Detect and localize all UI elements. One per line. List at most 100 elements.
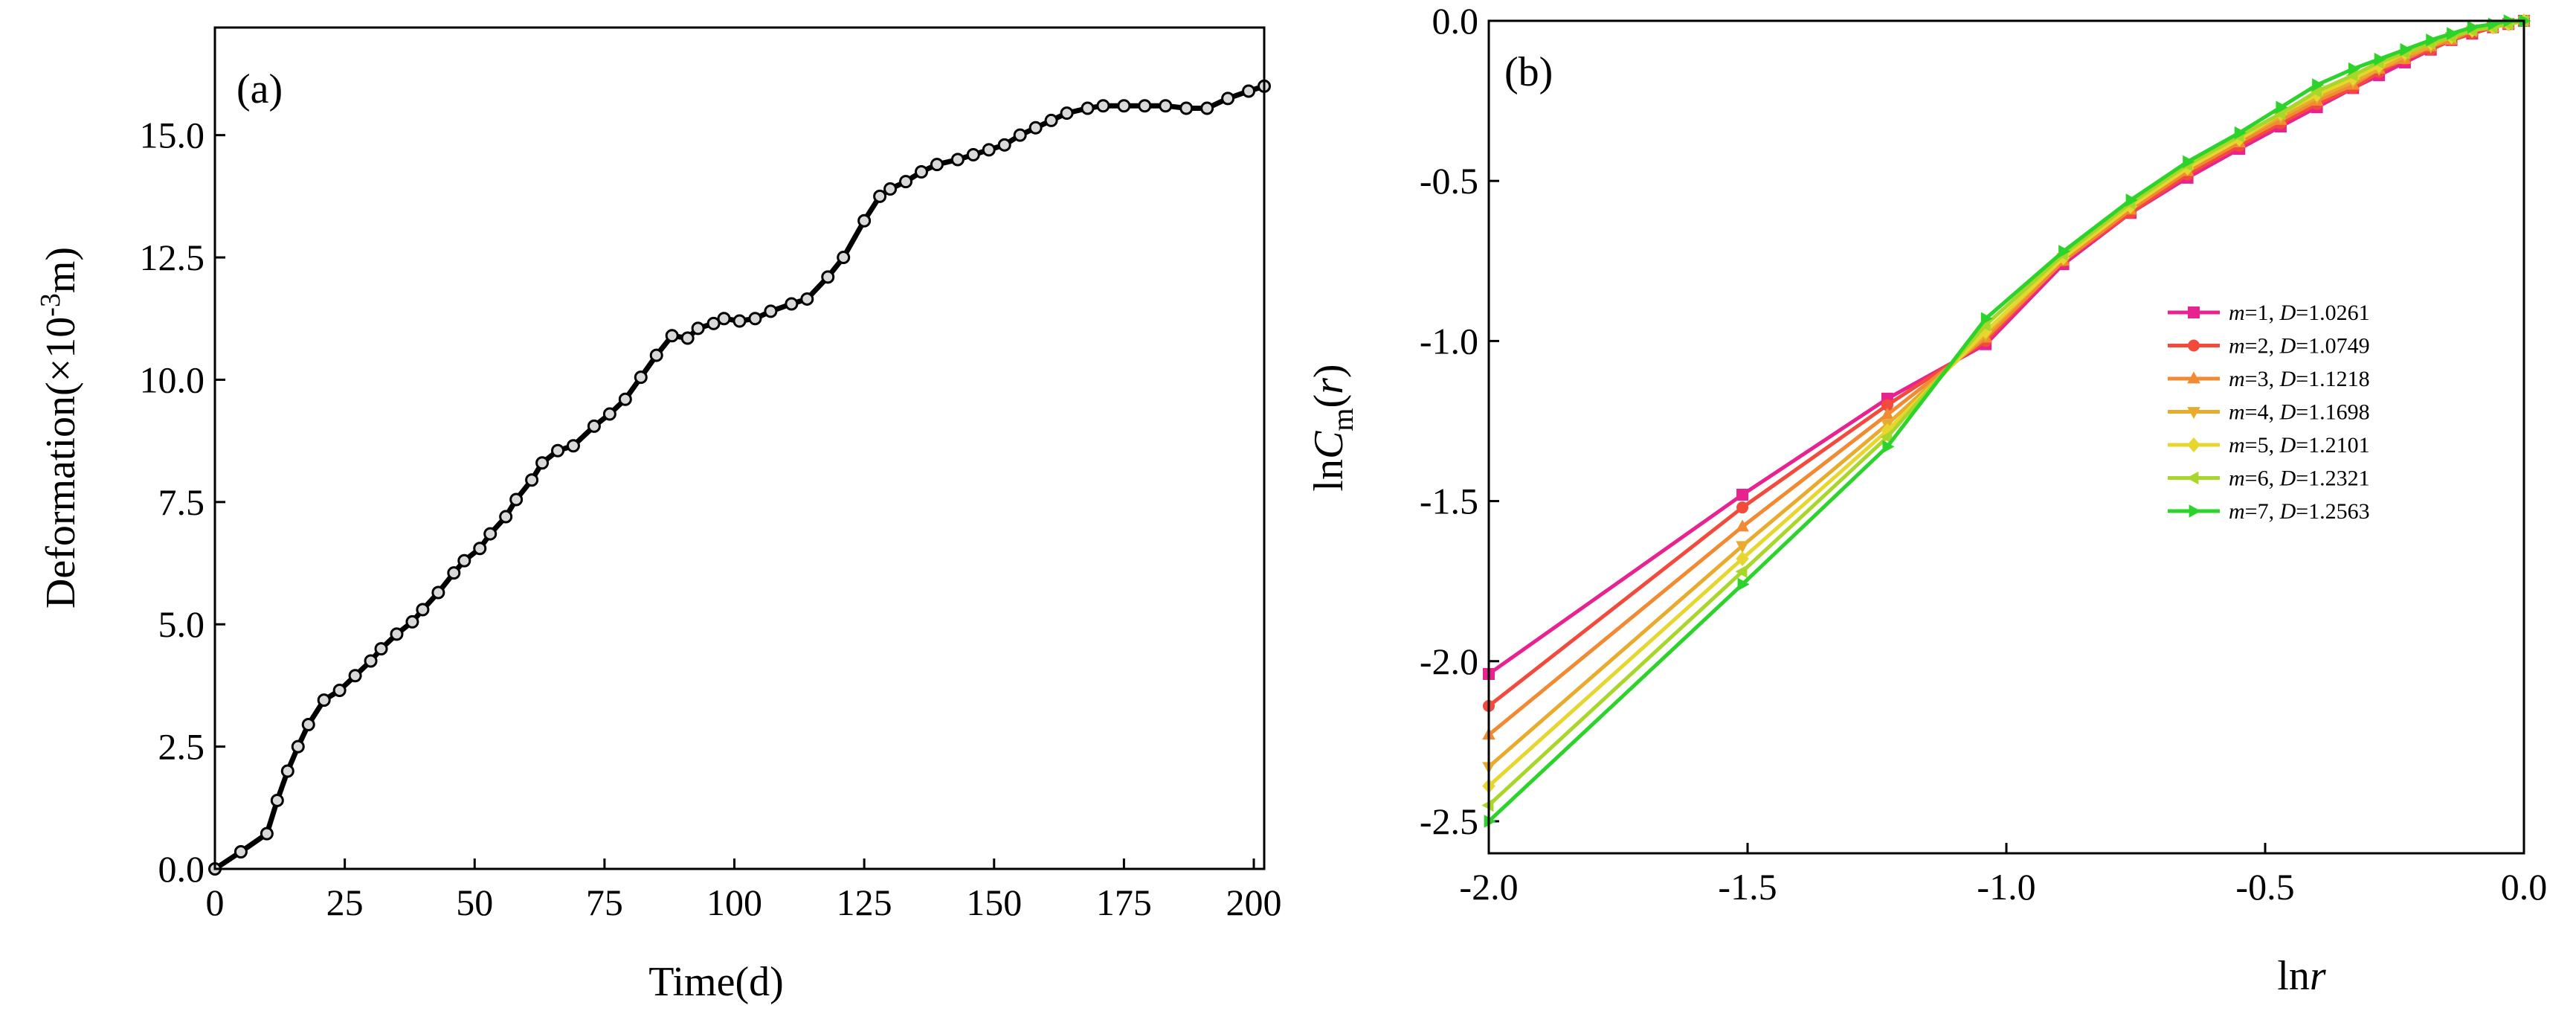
- panel-a-x-tick-label: 25: [326, 882, 364, 923]
- legend-label-d-symbol: D: [2279, 466, 2296, 491]
- panel-a-data-point: [1013, 128, 1027, 142]
- panel-a-data-point: [665, 329, 679, 343]
- panel-b-data-point: [2348, 62, 2360, 76]
- panel-b-x-tick-label: -1.5: [1718, 866, 1777, 908]
- panel-a-data-point: [1096, 99, 1110, 113]
- legend-swatch-marker: [2187, 437, 2200, 452]
- legend-label-d-symbol: D: [2279, 334, 2296, 359]
- panel-a-data-point: [1200, 101, 1214, 115]
- panel-b-y-axis-title-sub: m: [1326, 408, 1359, 431]
- panel-a-data-point: [649, 348, 663, 362]
- panel-a-data-point: [535, 456, 550, 470]
- panel-b-data-point: [1736, 501, 1749, 514]
- panel-b-y-axis-title-paren-open: (: [1306, 394, 1352, 408]
- panel-b-y-tick-label: -0.5: [1420, 160, 1478, 202]
- panel-b-data-point: [1736, 551, 1749, 567]
- panel-a-data-point: [883, 182, 898, 196]
- panel-b-y-axis-title-var: C: [1306, 431, 1352, 459]
- panel-a-data-point: [1060, 106, 1074, 121]
- panel-a-y-tick-label: 10.0: [140, 359, 205, 400]
- panel-b-data-point: [2273, 107, 2286, 121]
- panel-b-x-axis-title-var: r: [2310, 953, 2326, 999]
- panel-a-data-point: [950, 153, 965, 167]
- panel-a-data-point: [997, 138, 1011, 152]
- panel-a-data-point: [332, 683, 347, 697]
- panel-a-data-point: [857, 214, 872, 228]
- panel-b-data-point: [1736, 541, 1749, 553]
- legend-entry: m=4, D=1.1698: [2168, 400, 2370, 425]
- panel-b-data-point: [2426, 33, 2438, 47]
- panel-a-data-point: [525, 473, 539, 487]
- legend-entry: m=2, D=1.0749: [2168, 334, 2370, 359]
- panel-a-data-point: [930, 158, 944, 172]
- panel-a-data-point: [1081, 101, 1095, 115]
- panel-a-y-tick-label: 5.0: [158, 603, 205, 645]
- panel-a-data-point: [416, 603, 430, 617]
- panel-b-data-point: [2310, 84, 2322, 98]
- panel-a-x-tick-label: 50: [456, 882, 493, 923]
- legend-entry: m=6, D=1.2321: [2168, 466, 2370, 491]
- panel-a-data-point: [280, 764, 294, 778]
- legend-label-m-value: =3,: [2245, 367, 2280, 391]
- panel-a-y-tick-label: 0.0: [158, 848, 205, 890]
- panel-b-data-point: [1881, 399, 1893, 411]
- panel-b-data-point: [1484, 815, 1496, 828]
- panel-a-data-point: [291, 739, 305, 754]
- panel-b-y-tick-label: 0.0: [1432, 0, 1479, 42]
- panel-a-data-point: [966, 147, 980, 161]
- panel-a-data-point: [618, 392, 632, 406]
- panel-b-data-point: [2125, 193, 2138, 207]
- legend-label-d-value: =1.2321: [2296, 466, 2369, 491]
- panel-b-data-point: [2400, 42, 2412, 57]
- panel-a-data-point: [691, 321, 705, 336]
- panel-a-data-point: [717, 312, 731, 326]
- legend-label-m-value: =7,: [2245, 499, 2280, 524]
- legend-label-d-value: =1.0261: [2296, 301, 2369, 325]
- panel-a-y-axis-title: Deformation(×10-3m): [35, 247, 84, 609]
- legend-label-m-symbol: m: [2229, 433, 2245, 458]
- legend-label-m-symbol: m: [2229, 367, 2245, 391]
- panel-b-x-tick-label: -0.5: [2235, 866, 2294, 908]
- legend-entry: m=3, D=1.1218: [2168, 367, 2370, 391]
- panel-b-data-point: [2234, 126, 2247, 140]
- panel-b-y-tick-label: -1.0: [1420, 320, 1478, 362]
- panel-a-data-point: [1221, 92, 1235, 106]
- panel-a-data-point: [764, 304, 778, 318]
- legend-label-m-symbol: m: [2229, 301, 2245, 325]
- panel-b-y-tick-label: -1.5: [1420, 481, 1478, 522]
- panel-b-data-point: [1882, 440, 1895, 454]
- panel-b-x-tick-label: -2.0: [1459, 866, 1518, 908]
- legend-entry: m=7, D=1.2563: [2168, 499, 2370, 524]
- panel-a-data-point: [1242, 84, 1256, 98]
- panel-a-data-point: [270, 793, 284, 807]
- legend-entry: m=5, D=1.2101: [2168, 433, 2370, 458]
- legend-label-m-value: =6,: [2245, 466, 2280, 491]
- panel-b-data-point: [1736, 519, 1749, 532]
- panel-a-data-point: [405, 614, 419, 629]
- panel-a-x-axis-title: Time(d): [648, 959, 784, 1005]
- panel-b-x-tick-label: 0.0: [2501, 866, 2548, 908]
- panel-b-y-axis-title-arg: r: [1306, 378, 1352, 394]
- legend-label-m-symbol: m: [2229, 400, 2245, 425]
- panel-a-data-point: [260, 827, 274, 841]
- panel-a-data-point: [1044, 113, 1058, 127]
- panel-a-data-point: [317, 693, 331, 707]
- legend-swatch-marker: [2187, 371, 2200, 384]
- panel-a-data-point: [1028, 121, 1043, 135]
- panel-a-data-point: [602, 407, 616, 421]
- legend-label-m-value: =1,: [2245, 301, 2280, 325]
- panel-a-data-point: [680, 331, 695, 345]
- panel-b-label: (b): [1504, 49, 1553, 95]
- panel-b-x-axis-title: lnr: [2277, 953, 2326, 999]
- legend-label-m-symbol: m: [2229, 334, 2245, 359]
- panel-a-data-point: [566, 439, 580, 453]
- panel-b-y-axis-title-paren-close: ): [1306, 364, 1352, 378]
- legend-swatch-marker: [2186, 471, 2199, 485]
- panel-a-x-tick-label: 0: [206, 882, 225, 923]
- legend-label-m-symbol: m: [2229, 466, 2245, 491]
- panel-a-data-point: [1117, 99, 1131, 113]
- panel-b-y-tick-label: -2.0: [1420, 641, 1478, 682]
- legend-swatch-marker: [2188, 339, 2200, 352]
- legend-label: m=5, D=1.2101: [2229, 433, 2370, 458]
